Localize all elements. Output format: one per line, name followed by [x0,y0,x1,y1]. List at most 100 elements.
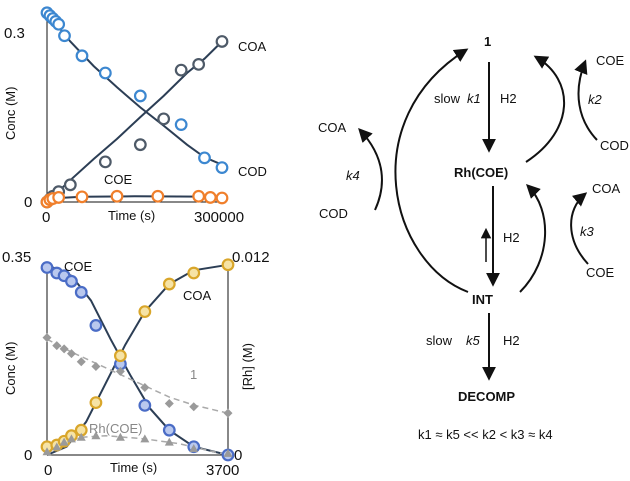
mech-slow-k5-slow: slow [426,333,453,348]
mech-k1: k1 [467,91,481,106]
bottom-point-coe [65,274,78,288]
top-point-coe [75,190,89,204]
mechanism: 1 Rh(COE) INT DECOMP slow k1 H2 H2 slow … [318,34,629,442]
top-y-tick-min: 0 [24,194,32,211]
bottom-point-rh-coe [76,432,86,441]
top-point-cod [133,89,147,103]
bottom-point-coa [138,305,152,319]
bottom-point-1 [164,399,174,409]
bottom-point-rh-coe [140,434,150,443]
mech-k3: k3 [580,224,595,239]
top-point-coa [133,138,147,152]
top-x-tick-min: 0 [42,209,50,226]
bottom-point-1 [59,344,69,354]
mech-cod-left: COD [319,206,348,221]
top-point-coa [174,63,188,77]
mech-arc-int-rh [519,184,546,293]
bottom-point-rh-coe [115,432,125,441]
bottom-point-1 [189,402,199,412]
bottom-x-tick-min: 0 [44,462,52,479]
top-point-coe [110,189,124,203]
bottom-fit-coe [46,263,229,456]
bottom-fit-1 [46,338,229,414]
bottom-point-rh-coe [91,431,101,440]
top-point-coe [215,191,229,205]
top-y-axis-label: Conc (M) [3,87,18,140]
mech-arc-right [525,55,566,163]
mech-arc-k3 [570,192,589,265]
bottom-label-rhcoe: Rh(COE) [89,421,142,436]
mech-k2: k2 [588,92,603,107]
top-point-coa [63,178,77,192]
bottom-point-1 [91,362,101,372]
bottom-point-coe [89,319,103,332]
bottom-fit-rh-coe [46,434,229,456]
bottom-point-rh-coe [66,434,76,443]
mech-node-decomp: DECOMP [458,389,515,404]
top-point-cod [98,66,112,80]
bottom-point-1 [66,349,76,359]
bottom-point-1 [223,408,233,418]
top-point-cod [58,29,71,43]
bottom-label-coe: COE [64,259,93,274]
mech-cod-right: COD [600,138,629,153]
top-point-cod [52,17,66,31]
top-chart: 0.3 0 0 300000 Time (s) Conc (M) COA COD… [3,6,267,226]
bottom-y-tick-min: 0 [24,447,32,464]
top-point-coe [151,189,165,203]
bottom-point-coe [40,261,54,274]
mech-rate-relation: k1 ≈ k5 << k2 < k3 ≈ k4 [418,427,553,442]
bottom-label-1: 1 [190,367,197,382]
mech-arc-k2 [574,59,598,141]
bottom-point-coe [138,398,152,412]
bottom-point-coa [162,277,176,291]
bottom-y2-tick-min: 0 [234,447,242,464]
top-x-tick-max: 300000 [194,209,244,226]
bottom-point-rh-coe [42,447,52,456]
bottom-label-coa: COA [183,288,212,303]
bottom-chart: 0.35 0 0.012 0 0 3700 Time (s) Conc (M) … [2,249,270,479]
mech-arc-k4 [358,127,383,211]
mech-node-rh: Rh(COE) [454,165,508,180]
bottom-point-coa [113,349,127,363]
bottom-point-rh-coe [189,444,199,453]
bottom-point-1 [52,341,62,351]
top-x-axis-label: Time (s) [108,208,155,223]
top-point-coa [157,112,171,126]
bottom-point-1 [42,333,52,343]
top-point-coa [215,35,229,48]
bottom-y-axis-label: Conc (M) [3,342,18,395]
top-point-cod [215,161,229,175]
mech-node-int: INT [472,292,493,307]
mech-k5: k5 [466,333,481,348]
mech-k4: k4 [346,168,360,183]
bottom-point-1 [76,357,86,367]
bottom-x-tick-max: 3700 [206,462,239,479]
mech-h2-mid: H2 [503,230,520,245]
mech-coe-right: COE [586,265,615,280]
mech-node-1: 1 [484,34,491,49]
top-point-cod [75,49,89,63]
bottom-point-coa [89,396,103,410]
bottom-point-coe [162,423,176,437]
mech-h2-bottom: H2 [503,333,520,348]
top-point-coe [52,191,66,204]
top-fit-cod [46,12,223,166]
top-point-cod [198,151,211,165]
top-label-coe: COE [104,172,133,187]
bottom-point-1 [140,382,150,392]
top-point-coe [203,191,217,204]
bottom-x-axis-label: Time (s) [110,460,157,475]
top-label-cod: COD [238,164,267,179]
top-y-tick-max: 0.3 [4,25,25,42]
top-label-coa: COA [238,39,267,54]
bottom-point-rh-coe [59,437,69,446]
top-points [40,6,229,209]
bottom-y-tick-max: 0.35 [2,249,31,266]
top-point-coa [192,58,206,71]
mech-slow-k1-slow: slow [434,91,461,106]
mech-coa-left: COA [318,120,347,135]
bottom-points [40,258,235,462]
mech-coa-right: COA [592,181,621,196]
